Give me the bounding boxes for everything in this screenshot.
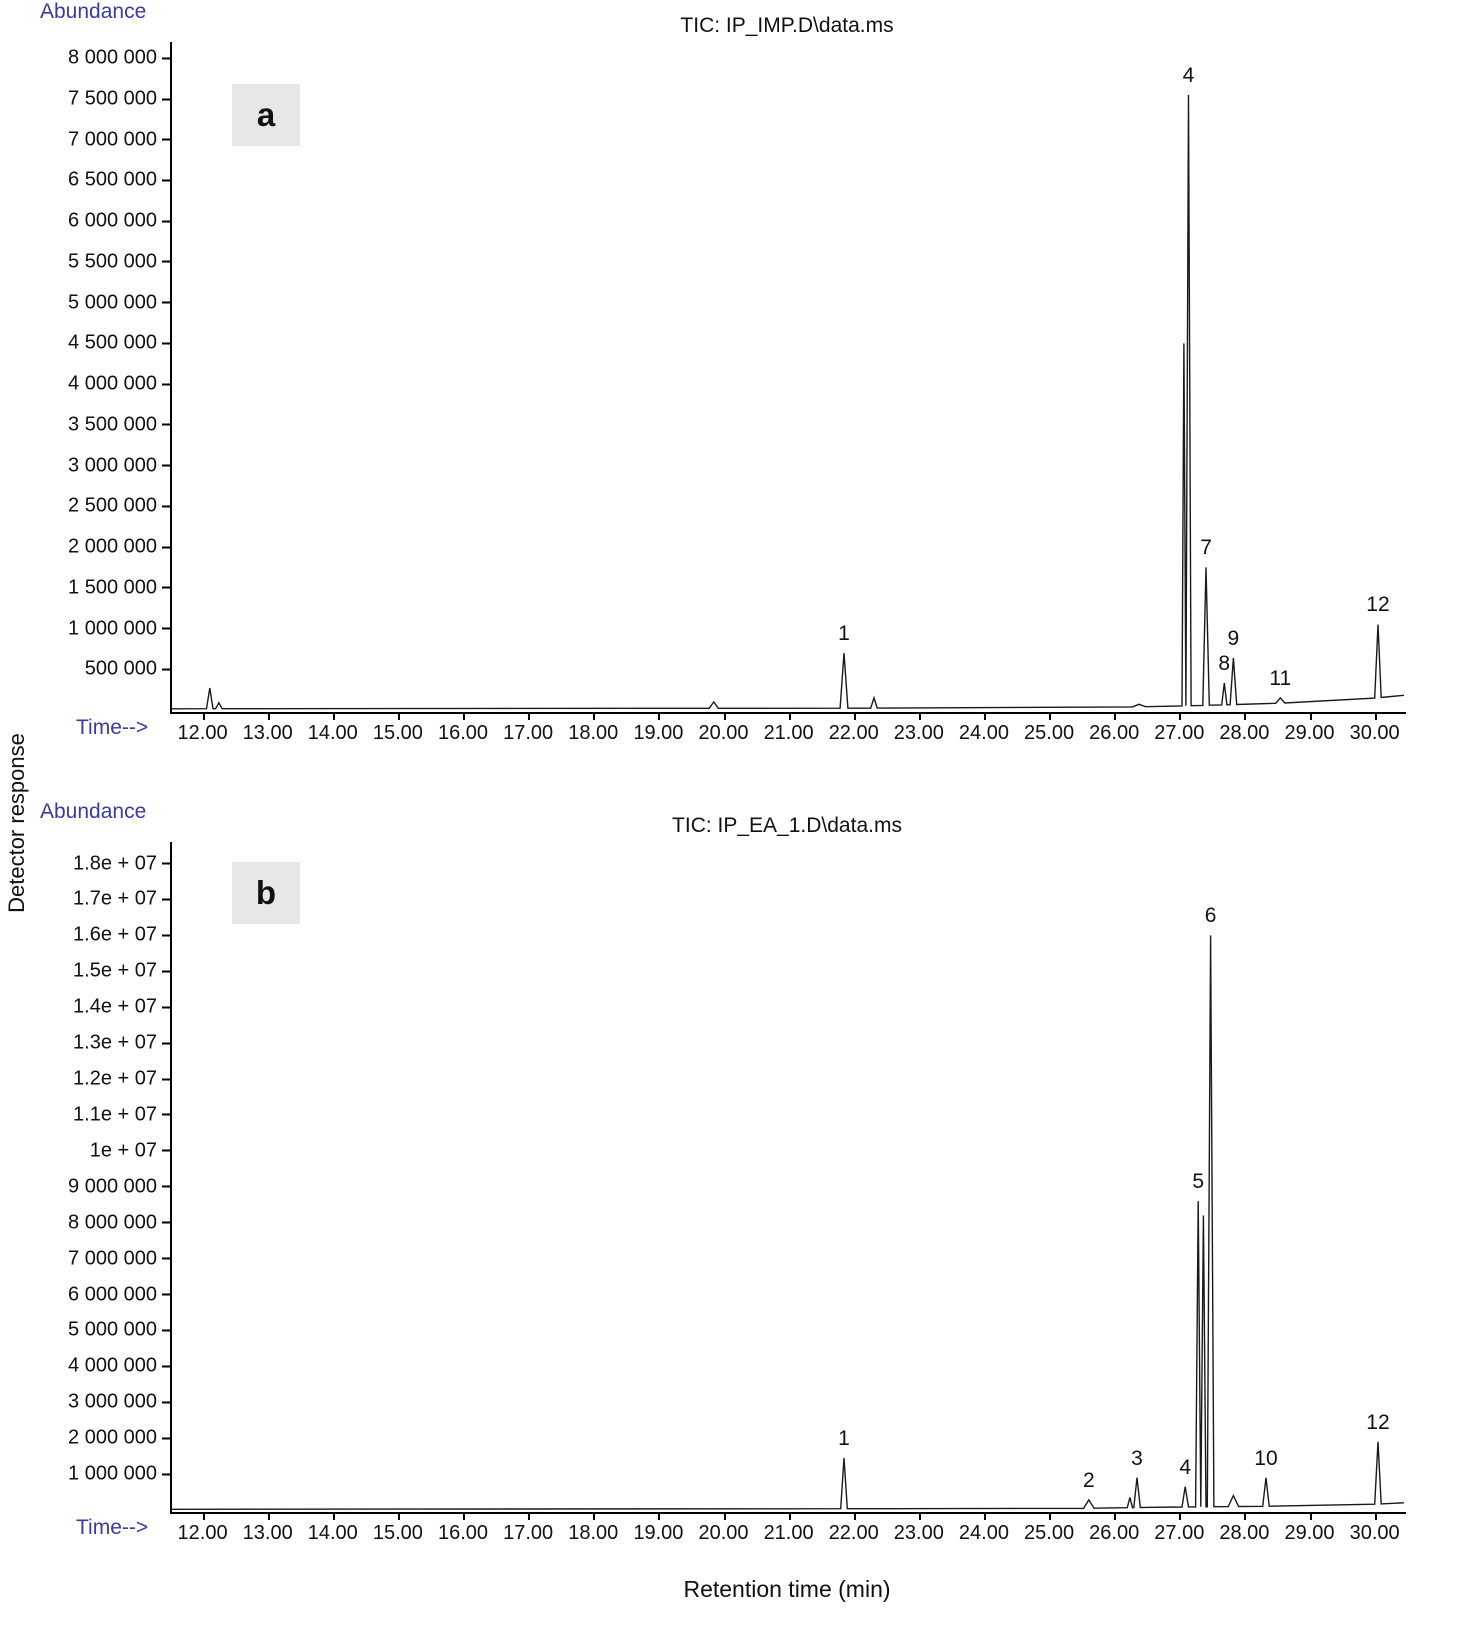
y-tick: 1.2e + 07 bbox=[73, 1068, 170, 1091]
x-tick: 30.00 bbox=[1349, 713, 1400, 744]
y-tick: 4 500 000 bbox=[68, 332, 170, 355]
y-tick: 8 000 000 bbox=[68, 1211, 170, 1234]
x-tick: 12.00 bbox=[177, 713, 228, 744]
x-tick: 19.00 bbox=[633, 1513, 684, 1544]
y-tick: 7 500 000 bbox=[68, 88, 170, 111]
y-tick: 8 000 000 bbox=[68, 47, 170, 70]
chromatogram-trace bbox=[172, 94, 1404, 710]
y-tick: 4 000 000 bbox=[68, 373, 170, 396]
y-tick: 1.5e + 07 bbox=[73, 960, 170, 983]
y-tick: 5 000 000 bbox=[68, 1319, 170, 1342]
x-tick: 22.00 bbox=[828, 713, 879, 744]
y-tick: 1.1e + 07 bbox=[73, 1103, 170, 1126]
y-tick: 2 000 000 bbox=[68, 536, 170, 559]
y-tick: 9 000 000 bbox=[68, 1175, 170, 1198]
x-tick: 16.00 bbox=[437, 1513, 489, 1544]
x-tick: 27.00 bbox=[1154, 1513, 1205, 1544]
chromatogram-panel-a: Abundance TIC: IP_IMP.D\data.ms a 500 00… bbox=[0, 0, 1476, 760]
x-tick: 20.00 bbox=[698, 713, 749, 744]
x-tick: 29.00 bbox=[1284, 713, 1335, 744]
x-tick: 13.00 bbox=[242, 1513, 293, 1544]
x-tick: 26.00 bbox=[1089, 1513, 1140, 1544]
y-tick: 2 000 000 bbox=[68, 1427, 170, 1450]
global-x-axis-title: Retention time (min) bbox=[683, 1576, 891, 1602]
x-tick: 28.00 bbox=[1219, 713, 1270, 744]
x-tick: 24.00 bbox=[958, 713, 1009, 744]
x-tick: 19.00 bbox=[633, 713, 684, 744]
panel-tag-b: b bbox=[232, 862, 300, 924]
y-tick: 3 000 000 bbox=[68, 1391, 170, 1414]
x-tick: 18.00 bbox=[568, 713, 619, 744]
x-tick: 23.00 bbox=[893, 1513, 944, 1544]
x-tick: 24.00 bbox=[958, 1513, 1009, 1544]
y-tick: 5 000 000 bbox=[68, 291, 170, 314]
y-tick: 1e + 07 bbox=[90, 1139, 171, 1162]
x-tick-labels: 12.00 13.00 14.00 15.00 16.00 17.00 18.00 19.00… bbox=[170, 712, 1404, 754]
y-tick: 7 000 000 bbox=[68, 1247, 170, 1270]
y-tick: 1 500 000 bbox=[68, 576, 170, 599]
x-tick: 26.00 bbox=[1089, 713, 1140, 744]
y-tick: 4 000 000 bbox=[68, 1355, 170, 1378]
x-tick: 12.00 bbox=[177, 1513, 228, 1544]
y-tick: 1 000 000 bbox=[68, 1463, 170, 1486]
time-axis-label: Time--> bbox=[76, 716, 149, 739]
x-tick: 25.00 bbox=[1024, 1513, 1075, 1544]
x-tick: 13.00 bbox=[242, 713, 293, 744]
chromatogram-panel-b: Abundance TIC: IP_EA_1.D\data.ms b 1 000… bbox=[0, 800, 1476, 1560]
y-tick: 1.7e + 07 bbox=[73, 888, 170, 911]
x-tick: 21.00 bbox=[763, 713, 814, 744]
y-tick: 1.3e + 07 bbox=[73, 1032, 170, 1055]
x-tick: 20.00 bbox=[698, 1513, 749, 1544]
y-tick: 1.8e + 07 bbox=[73, 852, 170, 875]
x-tick: 25.00 bbox=[1024, 713, 1075, 744]
y-tick: 2 500 000 bbox=[68, 495, 170, 518]
time-axis-label: Time--> bbox=[76, 1516, 149, 1539]
y-tick: 6 000 000 bbox=[68, 1283, 170, 1306]
x-tick: 29.00 bbox=[1284, 1513, 1335, 1544]
y-tick: 1.6e + 07 bbox=[73, 924, 170, 947]
x-tick: 17.00 bbox=[503, 713, 554, 744]
x-tick: 28.00 bbox=[1219, 1513, 1270, 1544]
x-tick-labels: 12.00 13.00 14.00 15.00 16.00 17.00 18.00 19.00… bbox=[170, 1512, 1404, 1554]
x-tick: 18.00 bbox=[568, 1513, 619, 1544]
y-tick: 3 500 000 bbox=[68, 413, 170, 436]
y-tick: 500 000 bbox=[85, 658, 171, 681]
x-tick: 14.00 bbox=[307, 713, 358, 744]
y-tick: 1.4e + 07 bbox=[73, 996, 170, 1019]
x-tick: 21.00 bbox=[763, 1513, 814, 1544]
y-tick: 7 000 000 bbox=[68, 128, 170, 151]
x-tick: 15.00 bbox=[372, 1513, 423, 1544]
y-tick: 6 500 000 bbox=[68, 169, 170, 192]
x-tick: 16.00 bbox=[437, 713, 489, 744]
x-tick: 23.00 bbox=[893, 713, 944, 744]
x-tick: 17.00 bbox=[503, 1513, 554, 1544]
plot-area: 1 2 3 4 5 6 10 12 bbox=[170, 842, 1406, 1514]
plot-area: 1 4 7 8 9 11 12 bbox=[170, 42, 1406, 714]
y-tick: 6 000 000 bbox=[68, 210, 170, 233]
chromatogram-trace bbox=[172, 935, 1404, 1510]
panel-tag-a: a bbox=[232, 84, 300, 146]
x-tick: 14.00 bbox=[307, 1513, 358, 1544]
abundance-axis-label: Abundance bbox=[40, 800, 147, 823]
x-tick: 15.00 bbox=[372, 713, 423, 744]
y-tick-labels: 500 000 1 000 000 1 500 000 2 000 000 2 500 … bbox=[0, 42, 171, 712]
x-tick: 27.00 bbox=[1154, 713, 1205, 744]
y-tick: 5 500 000 bbox=[68, 250, 170, 273]
x-tick: 30.00 bbox=[1349, 1513, 1400, 1544]
abundance-axis-label: Abundance bbox=[40, 0, 147, 23]
x-tick: 22.00 bbox=[828, 1513, 879, 1544]
y-tick: 3 000 000 bbox=[68, 454, 170, 477]
y-tick-labels: 1 000 000 2 000 000 3 000 000 4 000 000 5 00… bbox=[0, 842, 171, 1512]
chart-title: TIC: IP_EA_1.D\data.ms bbox=[672, 814, 902, 837]
chart-title: TIC: IP_IMP.D\data.ms bbox=[680, 14, 894, 37]
y-tick: 1 000 000 bbox=[68, 617, 170, 640]
